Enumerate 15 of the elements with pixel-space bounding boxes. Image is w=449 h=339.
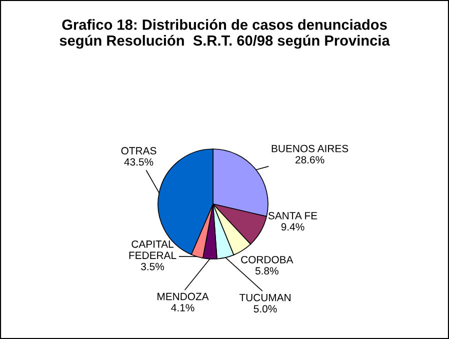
slice-label: MENDOZA xyxy=(158,292,209,300)
data-label: 9.4% xyxy=(281,223,304,231)
slice-label: BUENOS AIRES xyxy=(272,144,348,152)
data-label: 3.5% xyxy=(141,262,164,270)
data-label: 5.8% xyxy=(255,267,278,275)
slice-label: OTRAS xyxy=(121,147,156,154)
data-label: 4.1% xyxy=(171,304,194,312)
slice-label: CAPITAL FEDERAL xyxy=(129,240,176,259)
slice-label: CORDOBA xyxy=(241,256,294,264)
slice-label: TUCUMAN xyxy=(239,294,290,302)
chart-title: Grafico 18: Distribución de casos denunciados según Resolución S.R.T. 60/98 según Provincia xyxy=(60,19,390,49)
data-label: 5.0% xyxy=(254,305,277,313)
data-label: 43.5% xyxy=(124,158,154,166)
data-label: 28.6% xyxy=(296,156,324,164)
slice-label: SANTA FE xyxy=(268,212,318,220)
